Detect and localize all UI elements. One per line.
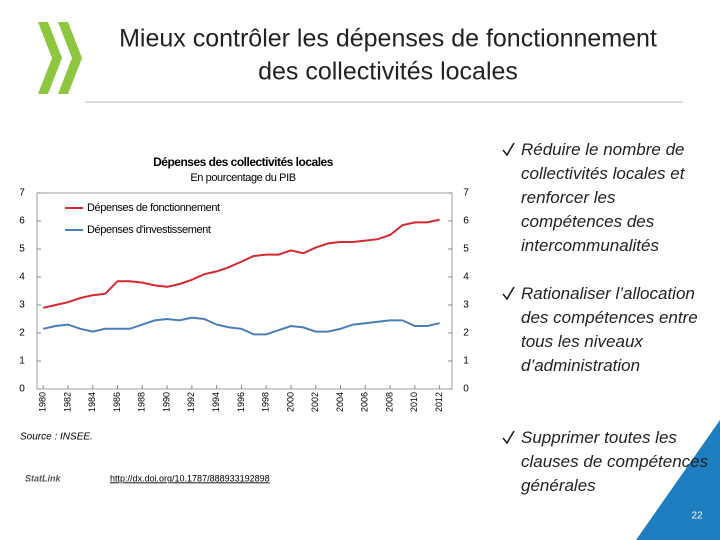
x-tick-label: 2008: [384, 392, 394, 412]
page-number: 22: [691, 511, 703, 522]
y-tick-label: 4: [19, 272, 25, 283]
data-line: [42, 218, 440, 309]
x-tick-label: 1996: [236, 392, 246, 412]
y2-tick-label: 6: [463, 216, 469, 227]
x-tick-label: 1984: [87, 392, 97, 412]
y2-tick-label: 2: [463, 328, 469, 339]
y-tick-label: 7: [19, 188, 25, 199]
slide-title: des collectivités locales: [258, 58, 518, 86]
logo-chevron: [58, 22, 82, 94]
y2-tick-label: 0: [463, 384, 469, 395]
x-tick-label: 2006: [360, 392, 370, 412]
y2-tick-label: 4: [463, 272, 469, 283]
x-tick-label: 1982: [62, 392, 72, 412]
legend-label: Dépenses de fonctionnement: [87, 202, 220, 214]
x-tick-label: 1992: [186, 392, 196, 412]
bullet-icons: [502, 142, 515, 445]
check-icon: [502, 286, 515, 301]
y-tick-label: 0: [19, 384, 25, 395]
x-tick-label: 1990: [161, 392, 171, 412]
slide-title: Mieux contrôler les dépenses de fonction…: [119, 25, 657, 53]
logo-chevron: [38, 22, 62, 94]
y2-tick-label: 3: [463, 300, 469, 311]
x-tick-label: 1980: [38, 392, 48, 412]
x-tick-label: 1998: [261, 392, 271, 412]
x-tick-label: 1988: [137, 392, 147, 412]
x-tick-label: 2012: [434, 392, 444, 412]
y2-tick-label: 5: [463, 244, 469, 255]
y-tick-label: 1: [19, 356, 25, 367]
y2-tick-label: 7: [463, 188, 469, 199]
legend-label: Dépenses d'investissement: [87, 224, 211, 236]
bullet-text: Supprimer toutes les clauses de compéten…: [521, 428, 709, 495]
x-tick-label: 1986: [112, 392, 122, 412]
corner-triangle: [636, 420, 720, 540]
plot-frame: [36, 192, 453, 390]
y-tick-label: 6: [19, 216, 25, 227]
chart-source: Source : INSEE.: [20, 432, 93, 443]
statlink-url[interactable]: http://dx.doi.org/10.1787/888933192898: [110, 473, 270, 483]
y2-tick-label: 1: [463, 356, 469, 367]
bullet-text: Réduire le nombre de collectivités local…: [521, 140, 685, 255]
chart-title: Dépenses des collectivités locales: [153, 155, 334, 169]
y-tick-label: 5: [19, 244, 25, 255]
x-tick-label: 2010: [409, 392, 419, 412]
data-line: [42, 316, 440, 336]
x-tick-label: 2004: [335, 392, 345, 412]
y-tick-label: 2: [19, 328, 25, 339]
check-icon: [502, 430, 515, 445]
x-tick-label: 2000: [285, 392, 295, 412]
check-icon: [502, 142, 515, 157]
statlink-logo: StatLink: [25, 473, 61, 483]
chart-subtitle: En pourcentage du PIB: [190, 172, 295, 184]
y-tick-label: 3: [19, 300, 25, 311]
x-tick-label: 1994: [211, 392, 221, 412]
bullet-text: Rationaliser l’allocation des compétence…: [521, 284, 698, 375]
x-tick-label: 2002: [310, 392, 320, 412]
